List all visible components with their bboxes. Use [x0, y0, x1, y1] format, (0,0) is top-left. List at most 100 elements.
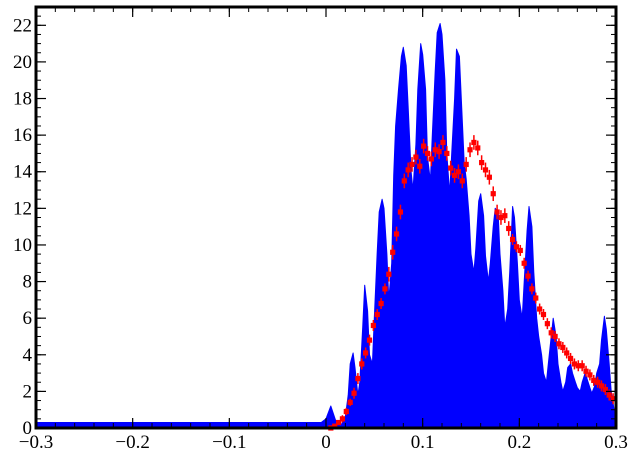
- data-point: [448, 160, 454, 176]
- data-point: [455, 164, 462, 180]
- data-point: [440, 135, 446, 150]
- marker: [424, 150, 431, 157]
- marker: [421, 143, 427, 149]
- marker: [417, 163, 423, 169]
- marker: [479, 159, 485, 166]
- data-point: [343, 407, 349, 416]
- marker: [498, 214, 504, 221]
- data-point: [347, 398, 353, 407]
- marker: [467, 147, 473, 153]
- x-tick-label: 0.2: [507, 432, 531, 453]
- marker: [537, 306, 543, 312]
- marker: [506, 225, 512, 232]
- data-point: [556, 338, 562, 350]
- data-point: [533, 292, 539, 304]
- x-axis-tick-labels: −0.3 −0.2 −0.1 0 0.1 0.2 0.3: [19, 432, 628, 453]
- data-point: [428, 151, 434, 167]
- marker: [397, 209, 404, 215]
- y-tick-label: 10: [13, 235, 32, 256]
- marker: [405, 167, 411, 173]
- marker: [525, 273, 531, 279]
- data-point: [467, 142, 473, 158]
- area-fill: [35, 23, 617, 429]
- data-point: [386, 266, 392, 282]
- marker: [463, 161, 469, 168]
- data-point: [397, 204, 404, 220]
- marker: [610, 396, 616, 402]
- marker: [347, 399, 353, 405]
- data-point: [595, 376, 601, 388]
- data-point: [513, 241, 520, 253]
- marker: [359, 361, 365, 367]
- y-axis-tick-labels: 0 2 4 6 8 10 12 14 16 18 20 22: [13, 15, 33, 439]
- x-tick-label: −0.1: [212, 432, 246, 453]
- data-point: [366, 334, 373, 346]
- data-point: [567, 352, 574, 364]
- marker: [490, 191, 496, 197]
- marker: [370, 322, 376, 329]
- data-point: [424, 146, 431, 161]
- data-point: [479, 155, 485, 170]
- marker: [339, 416, 346, 422]
- marker: [571, 361, 578, 367]
- data-point: [355, 373, 361, 385]
- marker: [544, 321, 550, 327]
- x-tick-label: 0.3: [604, 432, 628, 453]
- marker: [494, 209, 500, 215]
- marker: [335, 419, 342, 426]
- y-tick-label: 22: [13, 15, 32, 36]
- data-point: [502, 208, 508, 223]
- marker: [564, 350, 570, 356]
- data-point: [413, 149, 419, 165]
- y-tick-label: 20: [13, 52, 32, 73]
- marker: [517, 247, 523, 254]
- marker: [486, 174, 492, 180]
- data-point: [339, 415, 346, 423]
- marker: [583, 368, 589, 374]
- data-point: [378, 298, 384, 310]
- area-series: [35, 23, 617, 429]
- marker: [548, 330, 554, 336]
- data-point: [490, 186, 496, 202]
- data-point: [417, 158, 423, 174]
- marker: [587, 372, 593, 378]
- data-point: [463, 157, 469, 172]
- data-point: [540, 309, 547, 321]
- data-point: [548, 327, 554, 339]
- marker: [428, 156, 434, 162]
- data-point: [602, 384, 608, 396]
- marker: [382, 286, 388, 292]
- data-point: [335, 419, 342, 426]
- marker: [451, 172, 458, 178]
- data-point: [451, 168, 458, 183]
- marker: [390, 249, 396, 255]
- data-point: [409, 157, 415, 172]
- x-tick-label: 0: [321, 432, 331, 453]
- x-tick-label: −0.3: [19, 432, 53, 453]
- marker: [366, 337, 373, 343]
- marker: [363, 350, 369, 356]
- data-point: [579, 360, 585, 372]
- data-point: [405, 162, 411, 178]
- marker: [355, 375, 361, 382]
- data-point: [583, 365, 589, 377]
- y-tick-label: 4: [23, 345, 33, 366]
- marker: [521, 260, 527, 266]
- marker: [409, 161, 415, 168]
- y-tick-label: 0: [23, 418, 33, 439]
- data-point: [351, 387, 357, 399]
- marker: [560, 344, 566, 351]
- data-point: [390, 244, 396, 260]
- marker: [448, 165, 454, 171]
- data-point: [494, 204, 500, 220]
- data-point: [393, 226, 400, 242]
- data-point: [421, 138, 427, 154]
- marker: [401, 178, 407, 184]
- data-point: [432, 142, 438, 158]
- marker: [529, 286, 535, 292]
- data-point: [506, 221, 512, 236]
- marker: [533, 295, 539, 301]
- marker: [386, 271, 392, 277]
